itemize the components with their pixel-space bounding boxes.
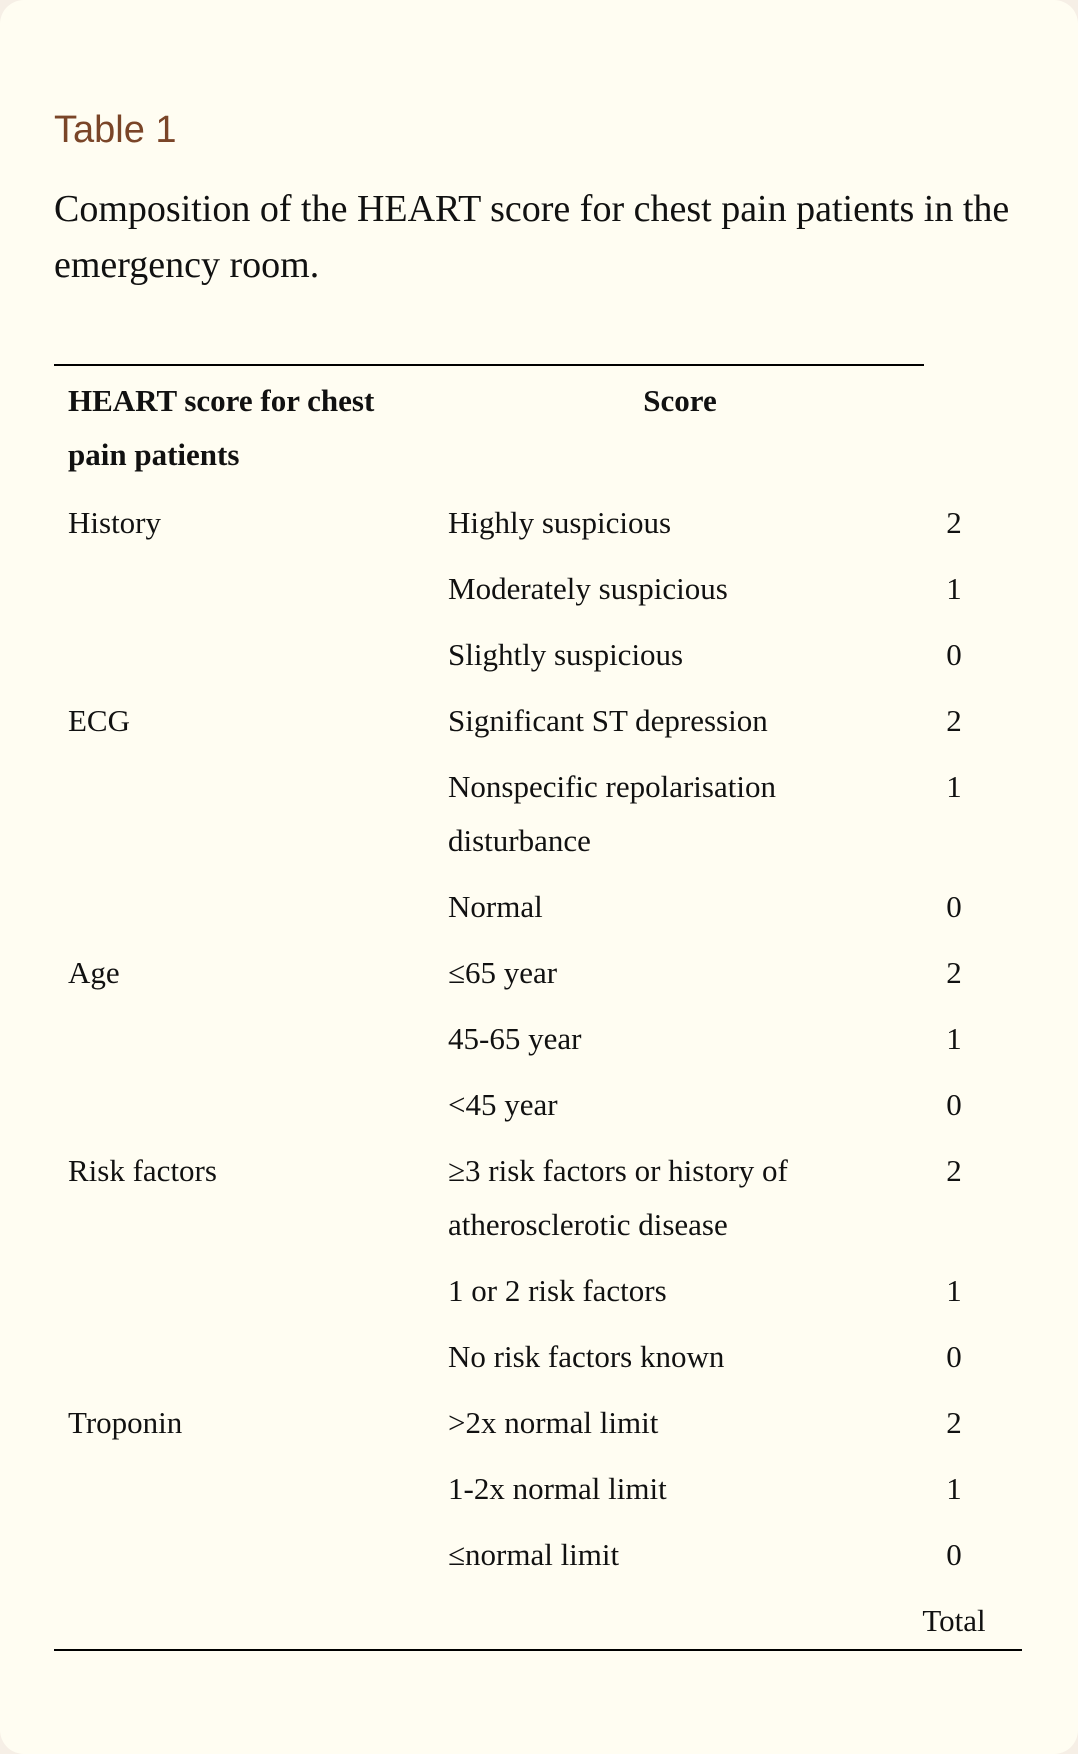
row-description: 45-65 year [448,1021,582,1056]
row-score: 1 [946,571,962,606]
row-score: 0 [946,1087,962,1122]
table-top-rule [54,364,924,366]
row-score: 1 [946,1471,962,1506]
table-bottom-rule [54,1649,1022,1651]
table-caption: Composition of the HEART score for chest… [54,188,1010,286]
row-description: Moderately suspicious [448,571,728,606]
row-score: 0 [946,1537,962,1572]
total-label: Total [922,1603,986,1638]
row-description: Normal [448,889,543,924]
header-category: HEART score for chest pain patients [68,383,375,472]
row-description: <45 year [448,1087,558,1122]
row-score: 2 [946,703,962,738]
row-description: Nonspecific repolarisation disturbance [448,769,776,858]
row-description: Highly suspicious [448,505,672,540]
row-category: Troponin [68,1405,183,1440]
row-score: 1 [946,1021,962,1056]
row-category: ECG [68,703,130,738]
row-score: 1 [946,1273,962,1308]
row-description: Slightly suspicious [448,637,684,672]
row-description: No risk factors known [448,1339,725,1374]
row-description: Significant ST depression [448,703,768,738]
row-description: 1-2x normal limit [448,1471,667,1506]
row-category: History [68,505,161,540]
header-score: Score [643,383,717,418]
row-score: 2 [946,505,962,540]
row-score: 0 [946,889,962,924]
row-score: 0 [946,1339,962,1374]
row-score: 0 [946,637,962,672]
row-description: ≥3 risk factors or history of atheroscle… [448,1153,788,1242]
table-label: Table 1 [54,109,177,151]
row-description: 1 or 2 risk factors [448,1273,667,1308]
row-description: >2x normal limit [448,1405,659,1440]
row-score: 2 [946,1153,962,1188]
row-description: ≤normal limit [448,1537,620,1572]
row-category: Risk factors [68,1153,217,1188]
row-score: 1 [946,769,962,804]
row-score: 2 [946,955,962,990]
row-category: Age [68,955,120,990]
row-score: 2 [946,1405,962,1440]
row-description: ≤65 year [448,955,558,990]
